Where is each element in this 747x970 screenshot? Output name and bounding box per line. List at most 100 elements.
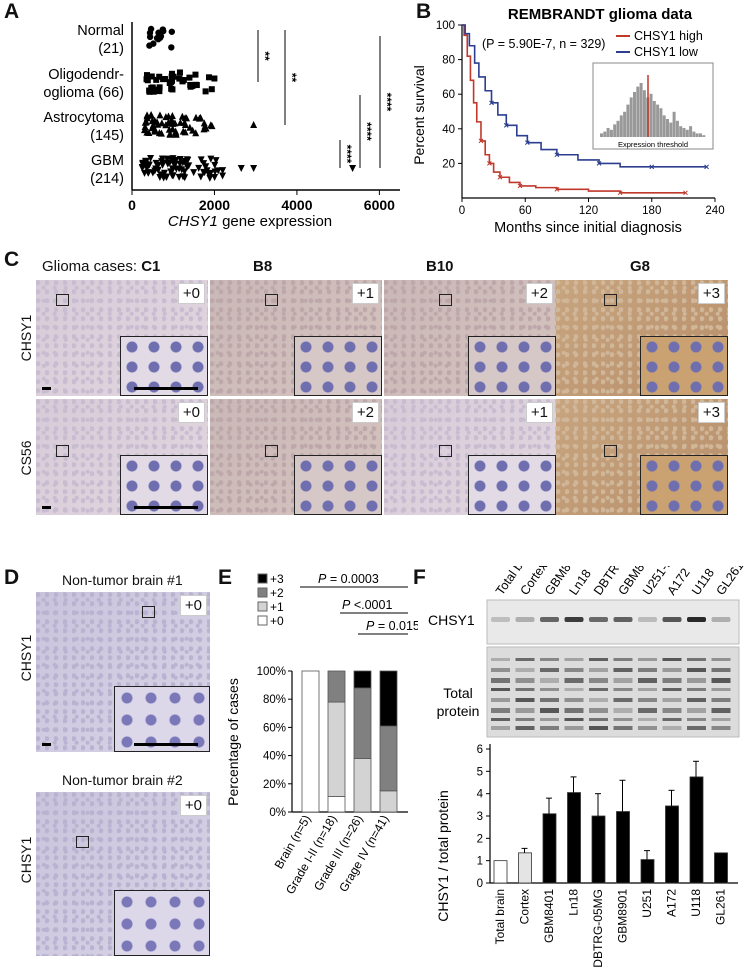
b-title: REMBRANDT glioma data [508, 6, 693, 23]
a-point [156, 84, 163, 91]
b-inset-bar [609, 129, 613, 137]
e-legend-swatch [257, 615, 268, 626]
panel-b-survival: REMBRANDT glioma data (P = 5.90E-7, n = … [411, 6, 725, 236]
a-point [183, 114, 191, 122]
b-x-tick: 180 [642, 205, 661, 217]
f-total-protein-band [638, 718, 657, 721]
a-tick-label: 6000 [364, 197, 395, 213]
e-bar-segment [327, 701, 346, 797]
d-label-2: CHSY1 [18, 836, 34, 884]
a-point [169, 172, 177, 180]
d-zoom-box [76, 836, 89, 848]
a-point [152, 165, 160, 173]
e-legend-swatch [257, 587, 268, 598]
panel-a-letter: A [4, 0, 20, 23]
f-total-protein-band [662, 718, 682, 721]
e-y-tick: 60% [263, 722, 286, 734]
f-total-protein-band [589, 688, 608, 691]
c-histology-tile: +3 [556, 399, 728, 515]
f-total-protein-band [613, 698, 633, 702]
a-point [156, 73, 163, 80]
d-zoom-box [142, 606, 155, 618]
f-total-protein-band [687, 726, 706, 730]
a-point [145, 128, 153, 136]
f-total-protein-band [687, 658, 706, 661]
b-x-label: Months since initial diagnosis [494, 220, 682, 236]
a-sig-label: ** [258, 51, 272, 61]
f-bar [542, 813, 557, 884]
a-point [150, 88, 157, 95]
panel-f: Total brain Cortex GBM8401 Ln18 DBTRG-05MG GB… [428, 566, 747, 968]
b-censor-mark [649, 164, 655, 170]
f-total-protein-band [687, 678, 706, 683]
a-point [156, 88, 163, 95]
a-point [160, 169, 168, 177]
a-point [142, 157, 150, 165]
b-inset-bar [672, 111, 676, 137]
f-total-protein-band [662, 668, 682, 672]
c-score-badge: +2 [525, 283, 553, 304]
a-point [148, 73, 155, 80]
f-category-label: GL261 [714, 889, 728, 925]
f-total-protein-band [540, 688, 559, 691]
b-series-line [462, 24, 686, 194]
b-y-tick: 20 [442, 158, 455, 170]
f-total-protein-band [515, 726, 535, 730]
e-bar-segment [379, 790, 398, 813]
a-point [147, 155, 155, 163]
f-total-protein-band [711, 668, 731, 672]
e-y-tick: 40% [263, 751, 286, 763]
f-y-tick: 6 [477, 744, 483, 756]
c-row-label-chsy1: CHSY1 [18, 314, 34, 362]
f-total-protein-band [638, 726, 657, 730]
f-total-protein-band [491, 688, 510, 691]
a-point [183, 163, 191, 171]
b-inset-bar [639, 83, 643, 137]
a-point [202, 88, 209, 95]
f-total-protein-band [638, 688, 657, 691]
f-bar [616, 811, 630, 884]
e-legend-label: +1 [270, 600, 284, 614]
f-total-protein-band [662, 708, 682, 713]
a-point [197, 173, 205, 181]
e-pvalue: P = 0.015 [366, 619, 418, 633]
a-point [141, 123, 149, 131]
f-total-protein-band [589, 708, 608, 713]
f-total-protein-band [638, 668, 657, 672]
a-x-label: CHSY1 gene expression [168, 213, 332, 230]
b-censor-mark [554, 186, 560, 192]
a-outlier [237, 165, 245, 172]
a-point [148, 84, 155, 91]
b-inset-bar [636, 86, 640, 137]
a-point [206, 174, 214, 182]
b-y-tick: 100 [436, 20, 455, 32]
f-bar [493, 860, 508, 884]
f-category-label: Ln18 [567, 889, 581, 916]
a-point [148, 117, 156, 125]
a-point [192, 71, 199, 78]
f-total-protein-band [540, 658, 559, 661]
f-total-protein-band [540, 708, 559, 713]
f-y-tick: 0 [477, 878, 483, 890]
f-bar [714, 852, 728, 884]
b-inset-bar [606, 128, 610, 137]
f-total-protein-band [491, 668, 510, 672]
a-point [141, 118, 149, 126]
c-inset [468, 455, 556, 515]
f-total-protein-band [711, 688, 731, 691]
d-score-badge: +0 [179, 795, 207, 816]
a-point [189, 82, 196, 89]
a-sig-label: ** [285, 73, 299, 83]
f-total-protein-band [662, 688, 682, 691]
b-inset-bar [666, 119, 669, 137]
f-category-label: DBTRG-05MG [591, 889, 605, 968]
a-point [219, 167, 227, 175]
d-inset-scale-bar [134, 743, 198, 746]
f-blot-band [613, 617, 633, 622]
b-x-tick: 120 [579, 205, 598, 217]
b-y-tick: 40 [442, 124, 455, 136]
b-inset-bar [692, 131, 696, 137]
f-total-protein-band [515, 668, 535, 672]
a-outlier [250, 121, 258, 128]
f-lane-label: U118 [689, 566, 717, 598]
